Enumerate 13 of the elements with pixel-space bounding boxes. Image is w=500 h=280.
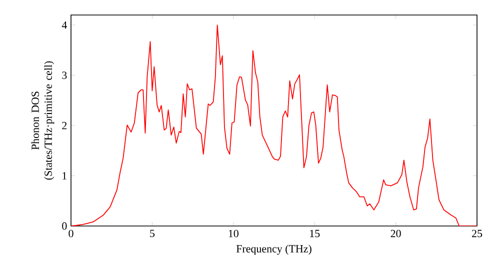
x-tick-label: 0 (68, 230, 74, 238)
y-axis-title: Phonon DOS (States/THz·primitive cell) (31, 61, 54, 180)
y-tick-label: 4 (62, 21, 67, 29)
x-axis-title: Frequency (THz) (236, 244, 312, 255)
y-tick-label: 1 (62, 172, 66, 180)
x-tick-label: 10 (228, 230, 238, 238)
x-tick-label: 25 (472, 230, 482, 238)
x-tick-label: 5 (150, 230, 155, 238)
x-tick-label: 15 (310, 230, 320, 238)
y-tick-label: 3 (62, 72, 67, 79)
x-tick-label: 20 (390, 230, 401, 238)
y-tick-label: 2 (62, 122, 67, 130)
y-tick-label: 0 (62, 222, 67, 230)
